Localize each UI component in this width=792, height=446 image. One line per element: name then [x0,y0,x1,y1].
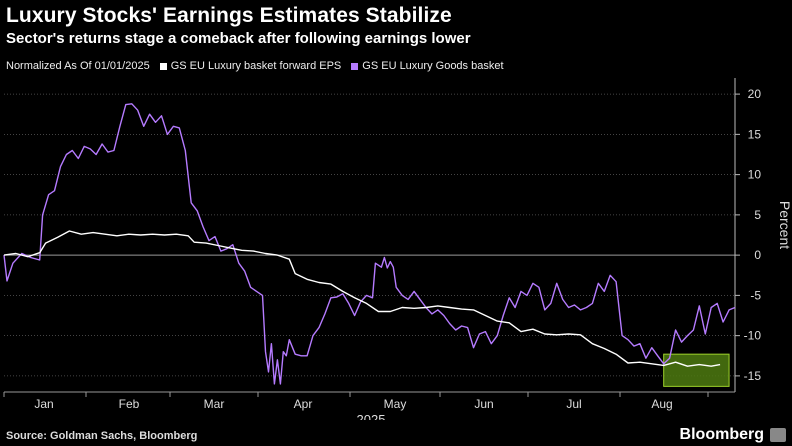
series-line-forward-eps [3,230,721,367]
legend-swatch-eps [159,62,167,70]
y-tick-label-15: 15 [748,127,762,141]
y-tick-label--15: -15 [744,369,762,383]
chart-title: Luxury Stocks' Earnings Estimates Stabil… [6,4,452,27]
chart-subtitle: Sector's returns stage a comeback after … [6,30,471,47]
x-tick-label-jan: Jan [34,397,53,411]
y-tick-label--10: -10 [744,329,762,343]
legend-label-basket: GS EU Luxury Goods basket [362,60,504,72]
brand-badge-icon [770,428,786,442]
legend-item-basket: GS EU Luxury Goods basket [351,60,504,72]
legend-swatch-basket [351,62,359,70]
y-tick-label-20: 20 [748,87,762,101]
x-tick-label-feb: Feb [119,397,140,411]
x-tick-label-jul: Jul [566,397,581,411]
y-tick-label-10: 10 [748,168,762,182]
line-chart: 20 15 10 5 0 -5 -10 -15 Percent Jan Feb Mar Apr May Ju… [3,78,792,420]
legend-item-eps: GS EU Luxury basket forward EPS [159,60,342,72]
x-tick-label-mar: Mar [204,397,225,411]
x-tick-label-may: May [384,397,407,411]
y-tick-label-5: 5 [754,208,761,222]
highlight-box [663,353,730,387]
legend-note: Normalized As Of 01/01/2025 [6,60,150,72]
brand-logo: Bloomberg [679,426,764,443]
legend-label-eps: GS EU Luxury basket forward EPS [170,60,342,72]
legend: Normalized As Of 01/01/2025 GS EU Luxury… [6,60,504,72]
source-note: Source: Goldman Sachs, Bloomberg [6,430,198,442]
y-tick-label-0: 0 [754,248,761,262]
y-tick-label--5: -5 [750,288,761,302]
x-year-label: 2025 [357,412,386,420]
x-tick-label-aug: Aug [651,397,672,411]
x-tick-label-apr: Apr [294,397,313,411]
x-tick-label-jun: Jun [474,397,493,411]
series-line-luxury-goods-basket [3,103,736,385]
y-axis-label: Percent [777,201,792,249]
